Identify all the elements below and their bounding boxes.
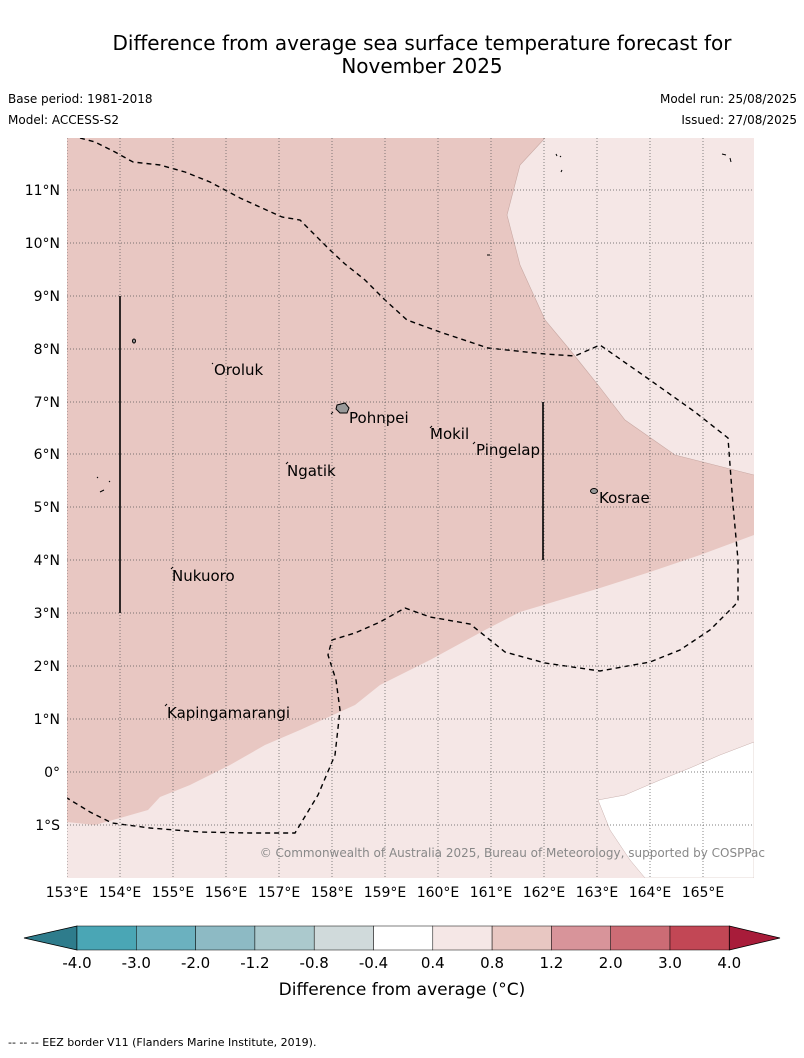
lon-tick-label: 165°E — [682, 885, 725, 901]
map-title-line2: November 2025 — [341, 54, 503, 78]
colorbar-max-arrow — [728, 925, 781, 951]
lat-tick-label: 2°N — [34, 659, 60, 675]
place-label-pohnpei: Pohnpei — [349, 409, 409, 427]
lon-tick-label: 156°E — [205, 885, 248, 901]
colorbar-tick-label: 4.0 — [717, 954, 741, 972]
map-plot-area — [67, 138, 754, 878]
lat-tick-label: 10°N — [25, 236, 60, 252]
colorbar-tick-label: -2.0 — [181, 954, 210, 972]
lon-tick-label: 159°E — [364, 885, 407, 901]
lon-tick-label: 164°E — [629, 885, 672, 901]
mokil-atoll — [429, 425, 433, 429]
colorbar-bin — [76, 925, 137, 951]
colorbar-tick-label: 1.2 — [539, 954, 563, 972]
colorbar-bin — [313, 925, 374, 951]
place-label-oroluk: Oroluk — [214, 361, 263, 379]
western-atolls — [96, 476, 111, 493]
pingelap-atoll — [472, 441, 476, 445]
lon-tick-label: 157°E — [258, 885, 301, 901]
islands — [96, 153, 732, 707]
lon-tick-label: 163°E — [576, 885, 619, 901]
issued-date: Issued: 27/08/2025 — [681, 113, 797, 127]
place-labels: Oroluk Pohnpei Mokil Pingelap Ngatik Kos… — [167, 361, 650, 722]
lat-tick-label: 5°N — [34, 500, 60, 516]
place-label-pingelap: Pingelap — [476, 441, 540, 459]
lat-tick-label: 4°N — [34, 553, 60, 569]
place-label-mokil: Mokil — [430, 425, 469, 443]
lon-tick-label: 160°E — [417, 885, 460, 901]
lat-tick-label: 1°S — [35, 818, 60, 834]
colorbar-tick-label: 2.0 — [599, 954, 623, 972]
oroluk-atoll — [211, 362, 214, 365]
colorbar-tick-label: -4.0 — [62, 954, 91, 972]
lon-tick-label: 154°E — [99, 885, 142, 901]
colorbar-bin — [491, 925, 552, 951]
northern-atolls — [555, 153, 563, 173]
base-period: Base period: 1981-2018 — [8, 92, 153, 106]
colorbar-tick-label: -0.4 — [359, 954, 388, 972]
lon-tick-label: 155°E — [152, 885, 195, 901]
place-label-kapingamarangi: Kapingamarangi — [167, 704, 290, 722]
model-name: Model: ACCESS-S2 — [8, 113, 120, 127]
lat-tick-label: 1°N — [34, 712, 60, 728]
anomaly-contour-edge — [506, 138, 754, 476]
colorbar-bin — [551, 925, 611, 951]
lat-tick-label: 0° — [44, 765, 60, 781]
colorbar-bin — [432, 925, 493, 951]
map-title: Difference from average sea surface temp… — [60, 32, 784, 78]
ant-atoll — [330, 411, 334, 415]
copyright-notice: © Commonwealth of Australia 2025, Bureau… — [260, 846, 765, 860]
pohnpei-island — [335, 402, 350, 414]
kapingamarangi-atoll — [164, 703, 168, 707]
place-label-kosrae: Kosrae — [599, 489, 650, 507]
colorbar-tick-label: 3.0 — [658, 954, 682, 972]
colorbar-bin — [254, 925, 315, 951]
colorbar-bin — [669, 925, 730, 951]
northeastern-atolls — [721, 153, 732, 163]
lat-tick-label: 6°N — [34, 447, 60, 463]
lat-tick-label: 9°N — [34, 289, 60, 305]
small-island — [132, 338, 136, 344]
colorbar-title: Difference from average (°C) — [278, 980, 526, 1000]
eez-footnote: -- -- -- EEZ border V11 (Flanders Marine… — [8, 1036, 317, 1049]
graticule — [67, 138, 754, 878]
colorbar-bin — [610, 925, 671, 951]
lon-tick-label: 161°E — [470, 885, 513, 901]
model-run: Model run: 25/08/2025 — [659, 92, 797, 106]
lon-tick-label: 153°E — [46, 885, 89, 901]
place-label-nukuoro: Nukuoro — [172, 567, 235, 585]
colorbar-bin — [195, 925, 256, 951]
colorbar-tick-label: -3.0 — [122, 954, 151, 972]
colorbar-tick-label: -1.2 — [240, 954, 269, 972]
colorbar-tick-label: 0.4 — [421, 954, 445, 972]
lat-tick-label: 11°N — [25, 183, 60, 199]
colorbar-bin — [373, 925, 434, 951]
lon-tick-label: 162°E — [523, 885, 566, 901]
nukuoro-atoll — [170, 566, 174, 570]
anomaly-fill-medium — [67, 138, 754, 825]
longitude-axis: 153°E 154°E 155°E 156°E 157°E 158°E 159°… — [46, 885, 725, 901]
colorbar: -4.0 -3.0 -2.0 -1.2 -0.8 -0.4 0.4 0.8 1.… — [23, 925, 781, 972]
lon-tick-label: 158°E — [311, 885, 354, 901]
colorbar-tick-label: -0.8 — [300, 954, 329, 972]
colorbar-bin — [136, 925, 196, 951]
colorbar-tick-label: 0.8 — [480, 954, 504, 972]
anomaly-fill-white — [597, 741, 754, 878]
lat-tick-label: 7°N — [34, 395, 60, 411]
ngatik-atoll — [285, 461, 289, 465]
colorbar-min-arrow — [23, 925, 78, 951]
latitude-axis: 11°N 10°N 9°N 8°N 7°N 6°N 5°N 4°N 3°N 2°… — [25, 183, 60, 834]
map-title-line1: Difference from average sea surface temp… — [112, 31, 732, 55]
eez-border — [67, 138, 739, 834]
place-label-ngatik: Ngatik — [287, 462, 336, 480]
lat-tick-label: 8°N — [34, 342, 60, 358]
lat-tick-label: 3°N — [34, 606, 60, 622]
kosrae-island — [590, 488, 598, 494]
